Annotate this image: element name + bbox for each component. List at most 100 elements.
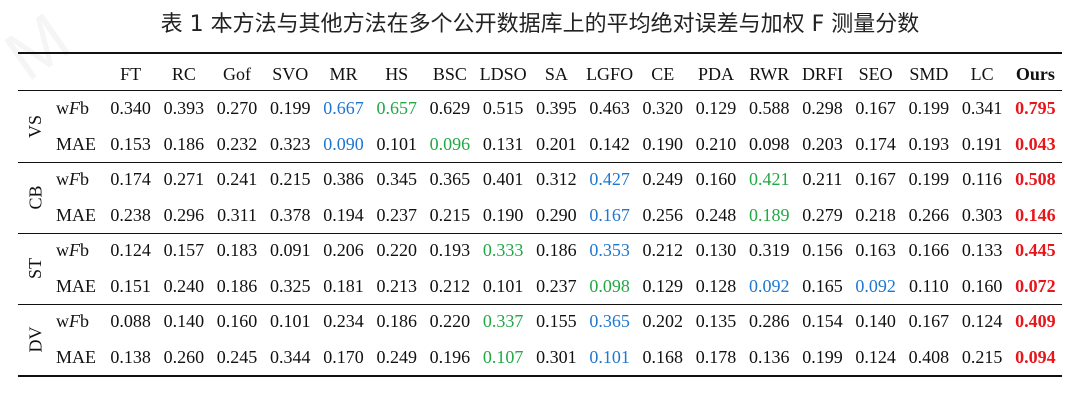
table-cell: 0.098	[748, 133, 790, 154]
column-header-rwr: RWR	[749, 63, 790, 84]
table-cell: 0.248	[695, 204, 737, 225]
header-blank	[18, 57, 54, 91]
table-row: MAE 0.153 0.186 0.232 0.323 0.090 0.101 0.096 0.…	[18, 127, 1062, 163]
table-cell: 0.249	[376, 346, 417, 367]
table-cell: 0.174	[855, 133, 896, 154]
table-cell: 0.234	[323, 311, 364, 332]
table-cell: 0.240	[163, 275, 205, 296]
results-table: FT RC Gof SVO MR HS BSC LDSO SA LGFO CE PDA RWR DRFI S…	[18, 57, 1062, 375]
metric-label: wFb	[56, 98, 89, 119]
table-cell: 0.194	[323, 204, 364, 225]
table-cell: 0.151	[110, 275, 151, 296]
table-cell: 0.199	[908, 98, 950, 119]
table-cell: 0.795	[1015, 98, 1056, 119]
metric-label: MAE	[56, 275, 96, 296]
table-cell: 0.167	[589, 204, 630, 225]
table-cell: 0.212	[429, 275, 471, 296]
table-cell: 0.133	[961, 240, 1003, 261]
table-row: VS wFb 0.340 0.393 0.270 0.199 0.667 0.657 0.629…	[18, 91, 1062, 138]
column-header-hs: HS	[385, 63, 409, 84]
header-blank	[54, 57, 104, 91]
table-cell: 0.220	[429, 311, 471, 332]
column-header-sa: SA	[544, 63, 568, 84]
table-cell: 0.116	[962, 169, 1003, 190]
table-cell: 0.094	[1015, 346, 1056, 367]
column-header-svo: SVO	[272, 63, 309, 84]
table-cell: 0.445	[1015, 240, 1056, 261]
table-cell: 0.183	[216, 240, 258, 261]
column-header-mr: MR	[329, 63, 358, 84]
metric-label: wFb	[56, 311, 89, 332]
table-cell: 0.279	[802, 204, 843, 225]
table-cell: 0.215	[270, 169, 311, 190]
table-cell: 0.129	[642, 275, 684, 296]
table-cell: 0.196	[429, 346, 471, 367]
table-cell: 0.298	[802, 98, 843, 119]
group-label-text: VS	[25, 114, 46, 139]
table-cell: 0.160	[961, 275, 1003, 296]
table-cell: 0.296	[163, 204, 205, 225]
table-cell: 0.096	[429, 133, 471, 154]
table-cell: 0.629	[429, 98, 471, 119]
table-cell: 0.667	[323, 98, 364, 119]
group-label: VS	[18, 91, 54, 162]
table-cell: 0.142	[589, 133, 630, 154]
table-cell: 0.167	[855, 98, 896, 119]
table-cell: 0.101	[589, 346, 630, 367]
table-cell: 0.043	[1015, 133, 1056, 154]
table-cell: 0.130	[695, 240, 737, 261]
table-cell: 0.190	[482, 204, 524, 225]
table-cell: 0.160	[216, 311, 258, 332]
metric-label: wFb	[56, 169, 89, 190]
table-cell: 0.345	[376, 169, 417, 190]
table-cell: 0.128	[695, 275, 737, 296]
table-cell: 0.186	[536, 240, 577, 261]
table-cell: 0.072	[1015, 275, 1056, 296]
table-cell: 0.215	[961, 346, 1003, 367]
table-cell: 0.199	[270, 98, 311, 119]
table-cell: 0.124	[110, 240, 151, 261]
table-cell: 0.386	[323, 169, 364, 190]
table-cell: 0.167	[908, 311, 950, 332]
column-header-bsc: BSC	[432, 63, 467, 84]
column-header-ours: Ours	[1015, 63, 1055, 84]
table-cell: 0.131	[482, 133, 524, 154]
table-caption: 表 1 本方法与其他方法在多个公开数据库上的平均绝对误差与加权 F 测量分数	[160, 12, 920, 37]
table-cell: 0.124	[961, 311, 1003, 332]
table-cell: 0.153	[110, 133, 151, 154]
column-header-drfi: DRFI	[801, 63, 843, 84]
column-header-seo: SEO	[858, 63, 893, 84]
table-cell: 0.157	[163, 240, 205, 261]
table-cell: 0.098	[589, 275, 630, 296]
table-row: MAE 0.138 0.260 0.245 0.344 0.170 0.249 0.196 0.…	[18, 340, 1062, 376]
table-cell: 0.146	[1015, 204, 1056, 225]
table-cell: 0.365	[429, 169, 471, 190]
table-cell: 0.191	[961, 133, 1003, 154]
table-cell: 0.186	[376, 311, 417, 332]
table-cell: 0.193	[429, 240, 471, 261]
table-cell: 0.333	[482, 240, 524, 261]
table-cell: 0.101	[482, 275, 524, 296]
metric-label: MAE	[56, 133, 96, 154]
table-cell: 0.201	[536, 133, 577, 154]
table-cell: 0.186	[216, 275, 258, 296]
table-cell: 0.163	[855, 240, 896, 261]
table-cell: 0.206	[323, 240, 364, 261]
table-cell: 0.401	[482, 169, 524, 190]
top-rule	[18, 52, 1062, 54]
table-cell: 0.421	[748, 169, 790, 190]
table-cell: 0.409	[1015, 311, 1056, 332]
table-row: ST wFb 0.124 0.157 0.183 0.091 0.206 0.220 0.193…	[18, 233, 1062, 279]
table-cell: 0.365	[589, 311, 630, 332]
table-cell: 0.241	[216, 169, 258, 190]
table-cell: 0.138	[110, 346, 151, 367]
table-cell: 0.091	[270, 240, 311, 261]
column-header-ft: FT	[120, 63, 142, 84]
column-header-gof: Gof	[223, 63, 252, 84]
table-cell: 0.301	[536, 346, 577, 367]
table-cell: 0.140	[163, 311, 205, 332]
table-cell: 0.245	[216, 346, 258, 367]
table-cell: 0.337	[482, 311, 524, 332]
group-label: ST	[18, 233, 54, 304]
table-cell: 0.508	[1015, 169, 1056, 190]
